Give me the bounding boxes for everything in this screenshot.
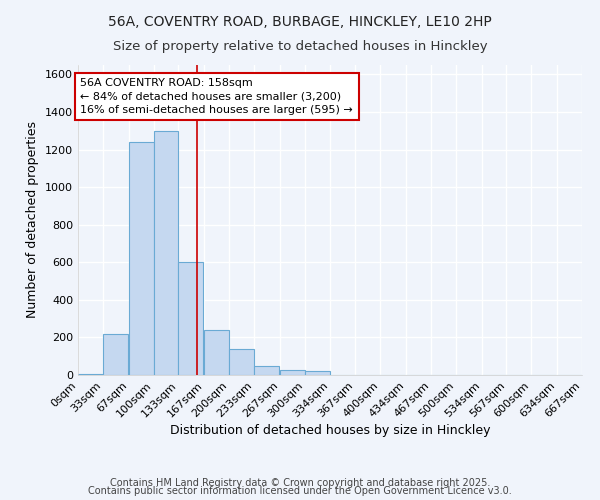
Bar: [204, 330, 229, 375]
Y-axis label: Number of detached properties: Number of detached properties: [26, 122, 40, 318]
Bar: [154, 131, 178, 375]
Text: 56A COVENTRY ROAD: 158sqm
← 84% of detached houses are smaller (3,200)
16% of se: 56A COVENTRY ROAD: 158sqm ← 84% of detac…: [80, 78, 353, 114]
Bar: [254, 366, 279, 375]
Text: 56A, COVENTRY ROAD, BURBAGE, HINCKLEY, LE10 2HP: 56A, COVENTRY ROAD, BURBAGE, HINCKLEY, L…: [108, 15, 492, 29]
Bar: [178, 262, 203, 375]
Bar: [103, 334, 128, 375]
X-axis label: Distribution of detached houses by size in Hinckley: Distribution of detached houses by size …: [170, 424, 490, 438]
Bar: [128, 142, 154, 375]
Text: Size of property relative to detached houses in Hinckley: Size of property relative to detached ho…: [113, 40, 487, 53]
Text: Contains HM Land Registry data © Crown copyright and database right 2025.: Contains HM Land Registry data © Crown c…: [110, 478, 490, 488]
Bar: [78, 374, 103, 375]
Bar: [229, 348, 254, 375]
Bar: [305, 371, 329, 375]
Bar: [280, 370, 305, 375]
Text: Contains public sector information licensed under the Open Government Licence v3: Contains public sector information licen…: [88, 486, 512, 496]
